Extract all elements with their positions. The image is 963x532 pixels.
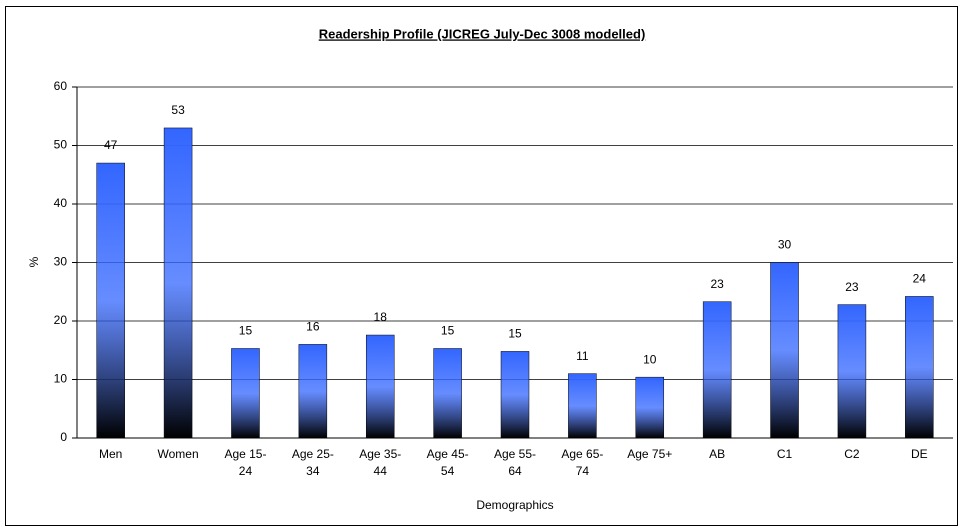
data-label: 15: [441, 324, 455, 338]
x-tick-label: Age 75+: [627, 447, 672, 461]
bar: [635, 376, 665, 439]
x-tick-label: Women: [158, 447, 199, 461]
data-label: 15: [239, 324, 253, 338]
x-tick-label: Age 65-74: [561, 447, 603, 478]
y-tick-label: 60: [54, 79, 68, 93]
y-tick-label: 40: [54, 196, 68, 210]
data-label: 23: [710, 277, 724, 291]
data-label: 24: [913, 272, 927, 286]
data-label: 23: [845, 280, 859, 294]
y-tick-label: 0: [60, 430, 67, 444]
data-label: 11: [576, 349, 589, 363]
data-label: 53: [171, 103, 185, 117]
bar: [365, 334, 395, 439]
y-tick-label: 10: [54, 372, 68, 386]
y-axis-label: %: [27, 256, 41, 267]
x-tick-label: AB: [709, 447, 725, 461]
bar: [433, 348, 462, 439]
data-label: 10: [643, 352, 657, 366]
bar: [163, 127, 193, 439]
bar: [837, 304, 867, 439]
data-label: 47: [104, 138, 118, 152]
bar: [298, 344, 328, 439]
x-axis-label: Demographics: [476, 498, 553, 512]
bar: [770, 262, 799, 439]
x-tick-label: C1: [777, 447, 793, 461]
bar: [568, 373, 597, 439]
x-tick-label: Age 45-54: [427, 447, 469, 478]
data-label: 18: [374, 310, 388, 324]
x-tick-label: C2: [844, 447, 860, 461]
x-tick-label: Age 15-24: [224, 447, 266, 478]
bar: [905, 296, 934, 439]
x-tick-label: Age 35-44: [359, 447, 401, 478]
data-label: 16: [306, 320, 320, 334]
bar: [702, 301, 732, 439]
y-tick-label: 20: [54, 313, 68, 327]
bar: [96, 162, 125, 439]
y-tick-label: 50: [54, 138, 68, 152]
x-tick-label: Men: [99, 447, 122, 461]
chart-border: [5, 6, 958, 526]
chart-title: Readership Profile (JICREG July-Dec 3008…: [319, 26, 646, 41]
x-tick-label: DE: [911, 447, 928, 461]
y-tick-label: 30: [54, 255, 68, 269]
x-tick-label: Age 25-34: [292, 447, 334, 478]
x-tick-label: Age 55-64: [494, 447, 536, 478]
data-label: 30: [778, 238, 792, 252]
bar: [231, 348, 260, 439]
bar: [500, 351, 530, 439]
data-label: 15: [508, 327, 522, 341]
